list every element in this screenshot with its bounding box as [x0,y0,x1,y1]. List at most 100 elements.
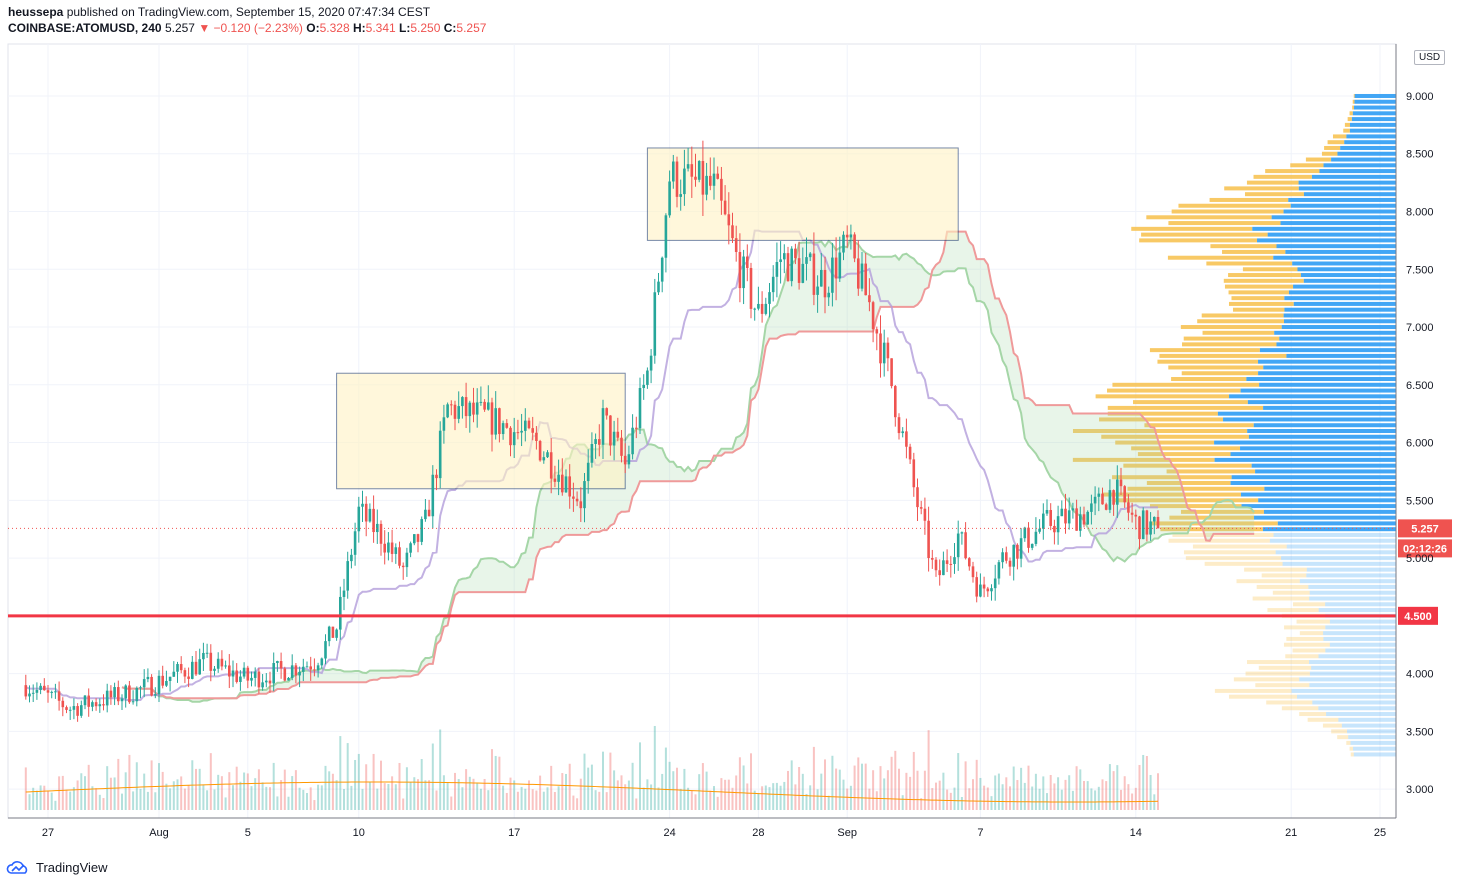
vp-sell-bar [1228,273,1301,278]
currency-badge[interactable]: USD [1414,50,1446,65]
volume-bar [472,778,475,810]
vp-buy-bar [1273,255,1396,260]
candle-body [705,175,708,195]
y-tick-label: 5.000 [1406,553,1434,565]
vp-buy-bar [1259,382,1396,387]
volume-bar [454,772,456,810]
x-tick-label: 25 [1374,827,1386,839]
vp-buy-bar [1352,111,1396,116]
vp-buy-bar [1290,203,1396,208]
candle-body [420,519,423,542]
vp-sell-bar [1252,596,1310,601]
candle-body [746,256,749,268]
vp-buy-bar [1247,400,1396,405]
candle-body [579,501,583,509]
volume-bar [1086,781,1089,810]
volume-bar [683,768,686,810]
vp-buy-bar [1319,169,1396,174]
volume-bar [232,785,234,810]
volume-bar [746,783,749,810]
volume-bar [824,759,826,810]
candle-body [775,262,779,277]
volume-bar [424,780,427,810]
volume-bar [161,771,164,810]
candle-body [564,476,568,493]
vp-sell-bar [1183,550,1276,555]
candle-body [205,652,209,654]
candle-body [520,430,523,433]
volume-bar [413,777,416,810]
volume-bar [243,772,246,810]
volume-bar [631,762,634,810]
vp-buy-bar [1298,180,1396,185]
tradingview-logo[interactable]: TradingView [6,860,108,875]
vp-buy-bar [1353,746,1396,751]
vp-buy-bar [1326,712,1396,717]
candle-body [413,534,416,544]
vp-buy-bar [1276,342,1396,347]
vp-sell-bar [1107,388,1241,393]
volume-bar [861,763,863,810]
candle-body [882,342,886,364]
volume-bar [420,759,423,810]
volume-bar [801,773,804,810]
volume-bar [368,781,371,810]
candle-body [246,667,250,681]
vp-buy-bar [1282,561,1396,566]
vp-sell-bar [1299,631,1324,636]
vp-buy-bar [1329,619,1396,624]
volume-bar [1071,790,1074,810]
candle-body [1056,516,1060,533]
volume-bar [335,780,338,810]
y-tick-label: 6.000 [1406,438,1434,450]
candle-body [623,455,627,465]
vp-sell-bar [1206,261,1293,266]
volume-bar [1031,786,1034,810]
low-label: L: [399,21,411,35]
volume-bar [476,782,479,810]
volume-bar [239,781,242,810]
candle-body [361,503,364,507]
candle-body [993,578,997,589]
candle-body [183,670,187,677]
vp-sell-bar [1172,532,1274,537]
volume-bar [576,798,579,810]
vp-sell-bar [1253,174,1312,179]
volume-bar [376,788,379,810]
volume-bar [960,796,963,810]
high-label: H: [352,21,366,35]
vp-buy-bar [1354,93,1396,98]
vp-buy-bar [1299,677,1396,682]
candle-body [609,415,612,446]
candle-body [498,408,501,435]
candle-body [1104,504,1108,510]
volume-bar [1064,779,1067,810]
candle-body [627,454,631,465]
volume-bar [276,796,279,810]
candle-body [98,704,102,707]
vp-sell-bar [1101,492,1241,497]
volume-bar [624,784,627,810]
publisher-name[interactable]: heussepa [8,5,64,19]
volume-bar [84,776,86,810]
candle-body [516,432,520,434]
vp-buy-bar [1346,134,1396,139]
candle-body [916,487,919,508]
volume-bar [886,770,889,810]
volume-bar [313,800,316,810]
volume-bar [750,753,752,810]
volume-bar [235,766,238,810]
vp-buy-bar [1229,394,1396,399]
volume-bar [72,787,75,810]
vp-buy-bar [1292,261,1396,266]
y-tick-label: 3.000 [1406,784,1434,796]
y-tick-label: 8.000 [1406,207,1434,219]
vp-buy-bar [1223,417,1396,422]
vp-buy-bar [1291,688,1396,693]
vp-buy-bar [1214,457,1396,462]
vp-sell-bar [1292,602,1326,607]
volume-bar [483,778,486,810]
candle-body [202,652,205,660]
candle-body [483,401,486,410]
